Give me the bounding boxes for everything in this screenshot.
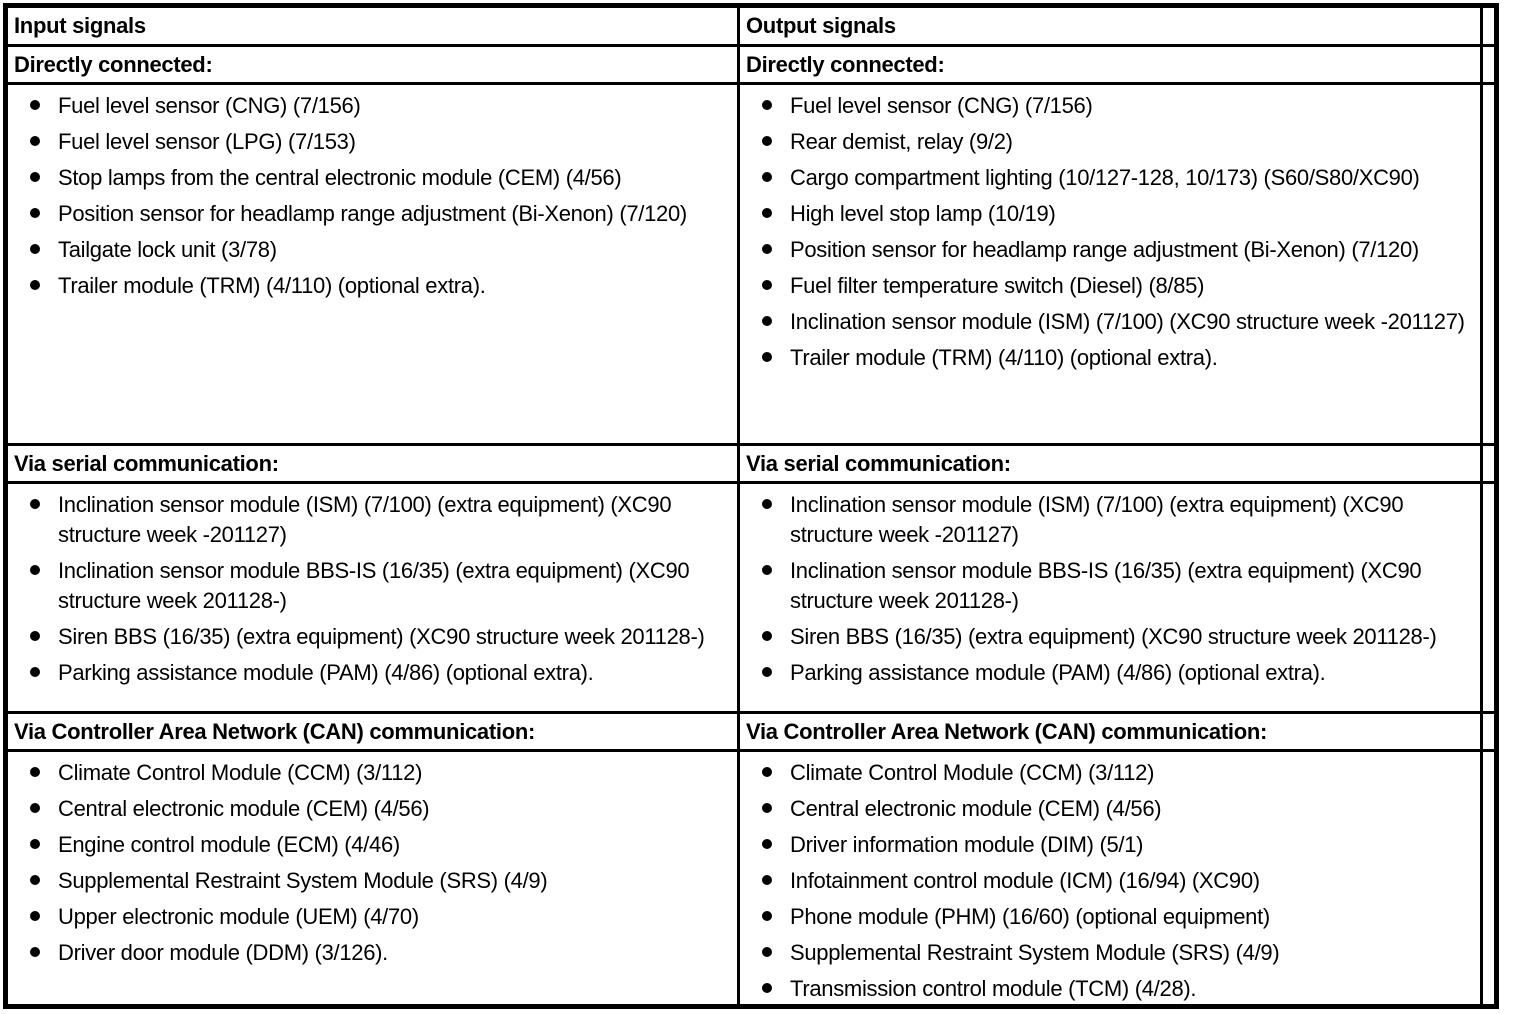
input-can-title: Via Controller Area Network (CAN) commun… bbox=[4, 711, 740, 752]
serial-communication-list-row: Inclination sensor module (ISM) (7/100) … bbox=[4, 481, 1498, 714]
list-item: Upper electronic module (UEM) (4/70) bbox=[9, 902, 732, 932]
list-item: Inclination sensor module (ISM) (7/100) … bbox=[9, 490, 732, 550]
list-item: Trailer module (TRM) (4/110) (optional e… bbox=[9, 271, 732, 301]
can-communication-row: Via Controller Area Network (CAN) commun… bbox=[4, 711, 1498, 752]
output-directly-connected-cell: Fuel level sensor (CNG) (7/156) Rear dem… bbox=[737, 82, 1483, 446]
list-item: Fuel level sensor (CNG) (7/156) bbox=[9, 91, 732, 121]
right-spacer-cell bbox=[1480, 82, 1498, 446]
output-can-title: Via Controller Area Network (CAN) commun… bbox=[737, 711, 1483, 752]
list-item: Central electronic module (CEM) (4/56) bbox=[9, 794, 732, 824]
list-item: Cargo compartment lighting (10/127-128, … bbox=[742, 163, 1475, 193]
output-can-list: Climate Control Module (CCM) (3/112) Cen… bbox=[742, 754, 1479, 1004]
list-item: Inclination sensor module BBS-IS (16/35)… bbox=[9, 556, 732, 616]
input-serial-title: Via serial communication: bbox=[4, 443, 740, 484]
directly-connected-list-row: Fuel level sensor (CNG) (7/156) Fuel lev… bbox=[4, 82, 1498, 446]
input-signals-header: Input signals bbox=[4, 4, 740, 47]
list-item: Infotainment control module (ICM) (16/94… bbox=[742, 866, 1475, 896]
serial-communication-row: Via serial communication: Via serial com… bbox=[4, 443, 1498, 484]
list-item: High level stop lamp (10/19) bbox=[742, 199, 1475, 229]
list-item: Siren BBS (16/35) (extra equipment) (XC9… bbox=[742, 622, 1475, 652]
list-item: Transmission control module (TCM) (4/28)… bbox=[742, 974, 1475, 1004]
output-serial-list: Inclination sensor module (ISM) (7/100) … bbox=[742, 486, 1479, 689]
input-serial-cell: Inclination sensor module (ISM) (7/100) … bbox=[4, 481, 740, 714]
list-item: Inclination sensor module (ISM) (7/100) … bbox=[742, 490, 1475, 550]
list-item: Central electronic module (CEM) (4/56) bbox=[742, 794, 1475, 824]
list-item: Siren BBS (16/35) (extra equipment) (XC9… bbox=[9, 622, 732, 652]
output-directly-connected-list: Fuel level sensor (CNG) (7/156) Rear dem… bbox=[742, 87, 1479, 374]
signals-table: Input signals Output signals Directly co… bbox=[3, 3, 1499, 1009]
list-item: Engine control module (ECM) (4/46) bbox=[9, 830, 732, 860]
input-can-list: Climate Control Module (CCM) (3/112) Cen… bbox=[9, 754, 736, 969]
directly-connected-row: Directly connected: Directly connected: bbox=[4, 44, 1498, 85]
list-item: Tailgate lock unit (3/78) bbox=[9, 235, 732, 265]
output-serial-title: Via serial communication: bbox=[737, 443, 1483, 484]
output-directly-connected-title: Directly connected: bbox=[737, 44, 1483, 85]
list-item: Trailer module (TRM) (4/110) (optional e… bbox=[742, 343, 1475, 373]
input-can-cell: Climate Control Module (CCM) (3/112) Cen… bbox=[4, 749, 740, 1008]
list-item: Fuel level sensor (LPG) (7/153) bbox=[9, 127, 732, 157]
right-spacer-cell bbox=[1480, 443, 1498, 484]
can-communication-list-row: Climate Control Module (CCM) (3/112) Cen… bbox=[4, 749, 1498, 1008]
list-item: Supplemental Restraint System Module (SR… bbox=[9, 866, 732, 896]
list-item: Phone module (PHM) (16/60) (optional equ… bbox=[742, 902, 1475, 932]
input-directly-connected-title: Directly connected: bbox=[4, 44, 740, 85]
input-directly-connected-cell: Fuel level sensor (CNG) (7/156) Fuel lev… bbox=[4, 82, 740, 446]
list-item: Position sensor for headlamp range adjus… bbox=[9, 199, 732, 229]
output-serial-cell: Inclination sensor module (ISM) (7/100) … bbox=[737, 481, 1483, 714]
right-spacer-cell bbox=[1480, 4, 1498, 47]
list-item: Climate Control Module (CCM) (3/112) bbox=[9, 758, 732, 788]
list-item: Driver information module (DIM) (5/1) bbox=[742, 830, 1475, 860]
list-item: Stop lamps from the central electronic m… bbox=[9, 163, 732, 193]
header-row: Input signals Output signals bbox=[4, 4, 1498, 47]
right-spacer-cell bbox=[1480, 711, 1498, 752]
list-item: Position sensor for headlamp range adjus… bbox=[742, 235, 1475, 265]
list-item: Inclination sensor module (ISM) (7/100) … bbox=[742, 307, 1475, 337]
list-item: Fuel filter temperature switch (Diesel) … bbox=[742, 271, 1475, 301]
input-serial-list: Inclination sensor module (ISM) (7/100) … bbox=[9, 486, 736, 689]
list-item: Driver door module (DDM) (3/126). bbox=[9, 938, 732, 968]
list-item: Supplemental Restraint System Module (SR… bbox=[742, 938, 1475, 968]
list-item: Parking assistance module (PAM) (4/86) (… bbox=[9, 658, 732, 688]
right-spacer-cell bbox=[1480, 749, 1498, 1008]
list-item: Inclination sensor module BBS-IS (16/35)… bbox=[742, 556, 1475, 616]
input-directly-connected-list: Fuel level sensor (CNG) (7/156) Fuel lev… bbox=[9, 87, 736, 302]
output-can-cell: Climate Control Module (CCM) (3/112) Cen… bbox=[737, 749, 1483, 1008]
list-item: Fuel level sensor (CNG) (7/156) bbox=[742, 91, 1475, 121]
right-spacer-cell bbox=[1480, 44, 1498, 85]
right-spacer-cell bbox=[1480, 481, 1498, 714]
output-signals-header: Output signals bbox=[737, 4, 1483, 47]
list-item: Climate Control Module (CCM) (3/112) bbox=[742, 758, 1475, 788]
list-item: Parking assistance module (PAM) (4/86) (… bbox=[742, 658, 1475, 688]
list-item: Rear demist, relay (9/2) bbox=[742, 127, 1475, 157]
